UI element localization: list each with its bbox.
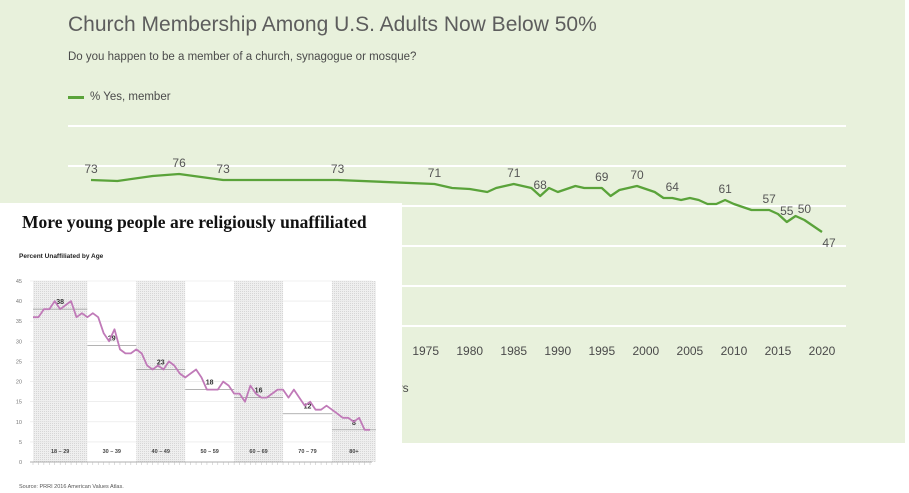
data-label: 47 bbox=[822, 236, 836, 250]
data-label: 64 bbox=[666, 180, 680, 194]
data-label: 69 bbox=[595, 170, 609, 184]
y-tick-label: 35 bbox=[16, 319, 22, 325]
y-tick-label: 15 bbox=[16, 400, 22, 406]
x-tick-label: 1990 bbox=[544, 344, 571, 358]
legend-label: % Yes, member bbox=[90, 91, 171, 103]
y-tick-label: 10 bbox=[16, 420, 22, 426]
y-tick-label: 25 bbox=[16, 359, 22, 365]
group-average-label: 23 bbox=[157, 359, 165, 366]
age-group-label: 30 – 39 bbox=[103, 449, 121, 455]
data-label: 61 bbox=[718, 182, 732, 196]
data-label: 55 bbox=[780, 204, 794, 218]
group-average-label: 29 bbox=[108, 335, 116, 342]
age-group-label: 18 – 29 bbox=[51, 449, 69, 455]
data-label: 76 bbox=[172, 156, 186, 170]
group-average-label: 8 bbox=[352, 420, 356, 427]
x-tick-label: 1975 bbox=[412, 344, 439, 358]
x-tick-label: 2000 bbox=[633, 344, 660, 358]
x-tick-label: 1980 bbox=[456, 344, 483, 358]
age-band-shade bbox=[234, 281, 284, 462]
gallup-legend: % Yes, member bbox=[68, 91, 171, 103]
data-label: 57 bbox=[762, 192, 776, 206]
data-label: 71 bbox=[507, 166, 521, 180]
age-group-label: 40 – 49 bbox=[152, 449, 170, 455]
legend-line-swatch bbox=[68, 95, 84, 99]
group-average-label: 12 bbox=[304, 404, 312, 411]
data-label: 71 bbox=[428, 166, 442, 180]
age-band-shade bbox=[331, 281, 376, 462]
gallup-chart-subtitle: Do you happen to be a member of a church… bbox=[68, 51, 417, 63]
age-band-shade bbox=[136, 281, 186, 462]
y-tick-label: 0 bbox=[19, 460, 22, 466]
data-label: 73 bbox=[216, 162, 230, 176]
x-tick-label: 1985 bbox=[500, 344, 527, 358]
data-label: 68 bbox=[533, 178, 547, 192]
age-group-label: 60 – 69 bbox=[249, 449, 267, 455]
pew-plot: 0 5 10 15 20 25 30 35 40 45 38 18 – 29 29 30 – 39 23 40… bbox=[16, 279, 376, 466]
data-label: 73 bbox=[84, 162, 98, 176]
age-group-label: 70 – 79 bbox=[298, 449, 316, 455]
data-label: 73 bbox=[331, 162, 345, 176]
y-tick-label: 45 bbox=[16, 279, 22, 285]
age-group-label: 80+ bbox=[349, 449, 358, 455]
group-average-label: 16 bbox=[255, 388, 263, 395]
gallup-chart-title: Church Membership Among U.S. Adults Now … bbox=[68, 13, 597, 36]
pew-chart-subtitle: Percent Unaffiliated by Age bbox=[19, 253, 104, 260]
series-line-member bbox=[90, 172, 823, 233]
y-tick-label: 20 bbox=[16, 380, 22, 386]
data-label: 50 bbox=[798, 202, 812, 216]
x-tick-label: 2005 bbox=[677, 344, 704, 358]
group-average-label: 18 bbox=[206, 380, 214, 387]
pew-chart-panel: More young people are religiously unaffi… bbox=[0, 203, 402, 493]
age-group-label: 50 – 59 bbox=[200, 449, 218, 455]
y-tick-label: 30 bbox=[16, 339, 22, 345]
x-tick-label: 2020 bbox=[809, 344, 836, 358]
x-tick-label: 1995 bbox=[588, 344, 615, 358]
data-label: 70 bbox=[630, 168, 644, 182]
group-average-label: 38 bbox=[56, 299, 64, 306]
x-tick-label: 2015 bbox=[765, 344, 792, 358]
gallup-plot: 1975 1980 1985 1990 1995 2000 2005 2010 2015 2020… bbox=[68, 125, 846, 358]
pew-chart-title: More young people are religiously unaffi… bbox=[22, 212, 367, 232]
x-tick-label: 2010 bbox=[721, 344, 748, 358]
pew-source-note: Source: PRRI 2016 American Values Atlas. bbox=[19, 484, 124, 490]
series-line-unaffiliated bbox=[33, 300, 370, 431]
y-tick-label: 40 bbox=[16, 299, 22, 305]
y-tick-label: 5 bbox=[19, 440, 22, 446]
